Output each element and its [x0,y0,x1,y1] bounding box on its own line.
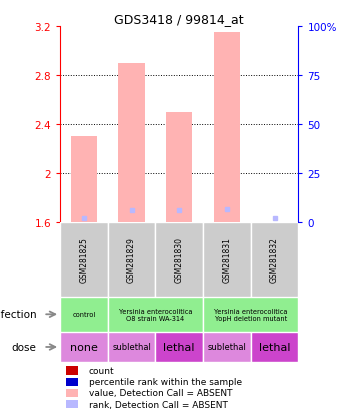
Bar [66,400,78,408]
Text: Yersinia enterocolitica
YopH deletion mutant: Yersinia enterocolitica YopH deletion mu… [214,308,287,321]
Text: lethal: lethal [164,342,195,352]
Bar [108,297,203,332]
Text: sublethal: sublethal [112,343,151,351]
Text: lethal: lethal [259,342,290,352]
Bar [108,223,155,297]
Bar [60,332,108,362]
Text: GSM281825: GSM281825 [79,237,88,282]
Bar [60,223,108,297]
Bar [118,64,145,223]
Bar [166,112,192,223]
Bar [155,332,203,362]
Bar [203,223,251,297]
Text: none: none [70,342,98,352]
Title: GDS3418 / 99814_at: GDS3418 / 99814_at [115,13,244,26]
Text: GSM281832: GSM281832 [270,237,279,282]
Bar [251,332,298,362]
Text: sublethal: sublethal [208,343,246,351]
Text: control: control [72,311,95,318]
Bar [214,33,240,223]
Text: GSM281830: GSM281830 [175,237,184,283]
Text: count: count [88,366,114,375]
Bar [155,223,203,297]
Text: percentile rank within the sample: percentile rank within the sample [88,377,242,386]
Bar [66,366,78,375]
Bar [66,377,78,386]
Bar [60,297,108,332]
Bar [71,137,97,223]
Bar [203,297,298,332]
Text: infection: infection [0,309,36,320]
Text: rank, Detection Call = ABSENT: rank, Detection Call = ABSENT [88,400,227,409]
Bar [108,332,155,362]
Text: GSM281831: GSM281831 [222,237,232,282]
Bar [203,332,251,362]
Text: value, Detection Call = ABSENT: value, Detection Call = ABSENT [88,389,232,398]
Bar [66,389,78,397]
Bar [251,223,298,297]
Text: Yersinia enterocolitica
O8 strain WA-314: Yersinia enterocolitica O8 strain WA-314 [119,308,192,321]
Text: dose: dose [11,342,36,352]
Text: GSM281829: GSM281829 [127,237,136,282]
